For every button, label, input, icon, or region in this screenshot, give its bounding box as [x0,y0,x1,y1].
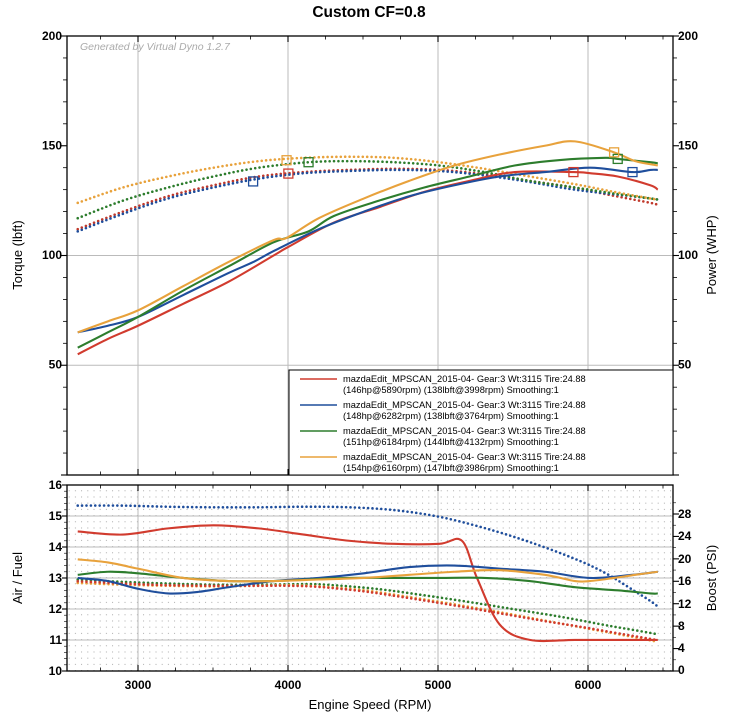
svg-text:3000: 3000 [125,678,152,692]
svg-text:100: 100 [42,248,62,262]
svg-text:(154hp@6160rpm) (147lbft@3986r: (154hp@6160rpm) (147lbft@3986rpm) Smooth… [343,463,559,473]
svg-text:Power (WHP): Power (WHP) [704,215,719,294]
svg-text:5000: 5000 [425,678,452,692]
svg-text:24: 24 [678,529,692,543]
svg-text:150: 150 [42,139,62,153]
svg-text:14: 14 [49,540,63,554]
svg-text:50: 50 [49,358,63,372]
svg-text:mazdaEdit_MPSCAN_2015-04- Gear: mazdaEdit_MPSCAN_2015-04- Gear:3 Wt:3115… [343,452,586,462]
svg-text:4000: 4000 [275,678,302,692]
svg-text:4: 4 [678,641,685,655]
svg-text:12: 12 [678,597,692,611]
svg-text:(146hp@5890rpm) (138lbft@3998r: (146hp@5890rpm) (138lbft@3998rpm) Smooth… [343,385,559,395]
svg-text:mazdaEdit_MPSCAN_2015-04- Gear: mazdaEdit_MPSCAN_2015-04- Gear:3 Wt:3115… [343,400,586,410]
svg-text:150: 150 [678,139,698,153]
svg-text:(151hp@6184rpm) (144lbft@4132r: (151hp@6184rpm) (144lbft@4132rpm) Smooth… [343,437,559,447]
svg-text:6000: 6000 [575,678,602,692]
svg-text:16: 16 [49,478,63,492]
svg-text:28: 28 [678,507,692,521]
svg-text:Air / Fuel: Air / Fuel [10,552,25,604]
svg-text:8: 8 [678,619,685,633]
svg-text:50: 50 [678,358,692,372]
svg-text:0: 0 [678,663,685,677]
svg-text:(148hp@6282rpm) (138lbft@3764r: (148hp@6282rpm) (138lbft@3764rpm) Smooth… [343,411,559,421]
svg-text:20: 20 [678,552,692,566]
svg-text:mazdaEdit_MPSCAN_2015-04- Gear: mazdaEdit_MPSCAN_2015-04- Gear:3 Wt:3115… [343,426,586,436]
svg-text:10: 10 [49,664,63,678]
svg-text:mazdaEdit_MPSCAN_2015-04- Gear: mazdaEdit_MPSCAN_2015-04- Gear:3 Wt:3115… [343,374,586,384]
svg-text:11: 11 [49,633,62,647]
svg-text:13: 13 [49,571,63,585]
svg-text:200: 200 [678,29,698,43]
svg-text:Custom CF=0.8: Custom CF=0.8 [312,4,426,21]
svg-text:Engine Speed (RPM): Engine Speed (RPM) [309,697,432,712]
svg-text:16: 16 [678,574,692,588]
svg-text:15: 15 [49,509,63,523]
svg-text:200: 200 [42,29,62,43]
svg-text:Torque (lbft): Torque (lbft) [10,220,25,289]
svg-text:Generated by Virtual Dyno 1.2.: Generated by Virtual Dyno 1.2.7 [80,41,231,53]
svg-text:100: 100 [678,248,698,262]
svg-text:12: 12 [49,602,63,616]
svg-text:Boost (PSI): Boost (PSI) [704,545,719,611]
